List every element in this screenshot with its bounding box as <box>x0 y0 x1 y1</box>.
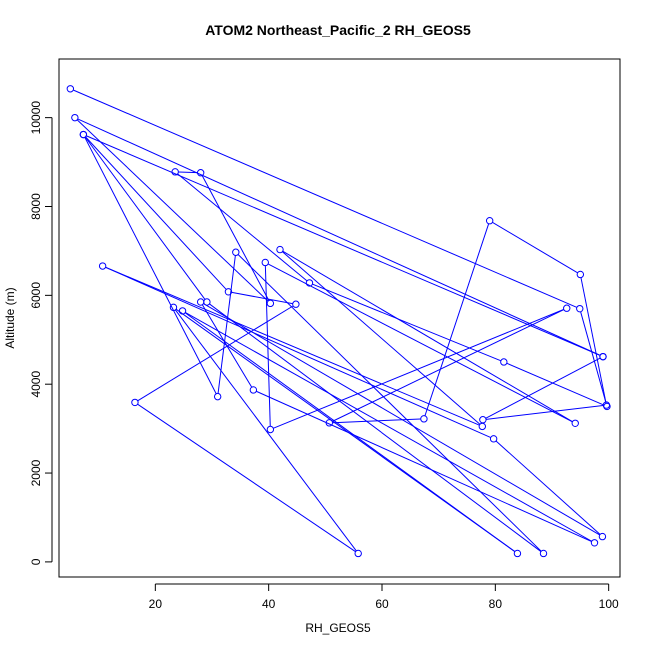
series-segment <box>201 304 253 388</box>
data-point <box>420 415 428 423</box>
data-point <box>354 549 362 558</box>
series-segment <box>177 173 308 282</box>
y-axis-label: Altitude (m) <box>3 287 17 348</box>
series-segment <box>580 311 607 404</box>
y-tick-label: 8000 <box>29 193 43 220</box>
plot-frame <box>58 58 621 578</box>
series-segment <box>273 309 564 429</box>
series-segment <box>217 255 236 394</box>
series-segment <box>105 266 491 438</box>
series-lines <box>73 89 607 552</box>
data-point <box>196 298 205 306</box>
series-segment <box>184 312 515 552</box>
series-segment <box>580 277 607 402</box>
series-segment <box>73 89 577 308</box>
series-segment <box>485 357 601 419</box>
series-segment <box>256 390 592 542</box>
series-segment <box>137 305 294 402</box>
series-segment <box>332 309 564 422</box>
data-point <box>261 258 269 267</box>
series-segment <box>231 291 293 305</box>
data-point <box>292 300 300 308</box>
series-segment <box>84 136 206 300</box>
data-point <box>169 303 178 312</box>
data-point <box>485 217 494 225</box>
data-point <box>479 416 487 424</box>
series-segment <box>203 303 600 536</box>
series-segment <box>178 171 198 174</box>
data-point <box>71 113 79 122</box>
data-point <box>131 398 139 407</box>
x-axis: 20 40 60 80 100 <box>149 583 619 611</box>
data-point <box>513 549 522 558</box>
x-axis-label: RH_GEOS5 <box>305 621 371 635</box>
data-point <box>539 549 548 558</box>
series-segment <box>105 266 480 426</box>
series-segment <box>76 119 269 302</box>
series-segment <box>137 403 356 552</box>
data-point <box>224 288 233 296</box>
data-point <box>249 386 258 394</box>
data-point <box>576 304 584 313</box>
y-tick-label: 4000 <box>29 371 43 398</box>
data-point <box>571 419 579 427</box>
y-tick-label: 10000 <box>29 101 43 135</box>
data-point <box>66 85 75 93</box>
series-segment <box>492 222 578 274</box>
data-point <box>232 248 240 256</box>
x-tick-label: 60 <box>375 597 389 611</box>
series-segment <box>84 137 217 394</box>
data-point <box>79 130 88 139</box>
x-tick-label: 20 <box>149 597 163 611</box>
y-tick-label: 0 <box>29 558 43 565</box>
series-segment <box>237 254 542 552</box>
series-segment <box>209 303 542 552</box>
series-segment <box>332 418 421 424</box>
data-point <box>576 270 585 279</box>
x-tick-label: 80 <box>489 597 503 611</box>
series-segment <box>175 309 357 552</box>
data-point <box>276 245 284 254</box>
series-segment <box>77 118 601 356</box>
series-segment <box>506 362 605 406</box>
series-segment <box>282 251 481 425</box>
data-point <box>178 307 187 315</box>
y-axis: 0 2000 4000 6000 8000 10000 <box>29 101 53 565</box>
data-point <box>500 358 508 366</box>
series-points <box>66 85 611 558</box>
data-point <box>563 304 571 312</box>
series-segment <box>282 250 573 422</box>
series-segment <box>495 440 601 535</box>
series-segment <box>85 136 227 290</box>
data-point <box>213 392 222 401</box>
data-point <box>171 168 179 176</box>
data-point <box>590 539 599 547</box>
data-point <box>196 169 205 177</box>
data-point <box>489 435 498 443</box>
data-point <box>305 279 314 287</box>
data-point <box>325 419 333 427</box>
data-point <box>602 401 611 409</box>
data-point <box>266 425 275 434</box>
x-tick-label: 100 <box>599 597 619 611</box>
series-segment <box>201 175 270 301</box>
data-point <box>599 352 607 361</box>
y-tick-label: 2000 <box>29 459 43 486</box>
data-point <box>598 532 607 541</box>
data-point <box>203 298 211 306</box>
series-segment <box>424 223 490 416</box>
data-point <box>98 262 107 270</box>
y-tick-label: 6000 <box>29 282 43 309</box>
series-segment <box>268 263 573 423</box>
series-segment <box>486 404 604 420</box>
chart-title: ATOM2 Northeast_Pacific_2 RH_GEOS5 <box>205 22 471 38</box>
series-segment <box>312 283 501 362</box>
data-point <box>266 299 275 308</box>
series-segment <box>185 312 592 542</box>
x-tick-label: 40 <box>262 597 276 611</box>
series-segment <box>86 135 601 356</box>
series-segment <box>264 265 271 427</box>
data-point <box>478 422 486 431</box>
